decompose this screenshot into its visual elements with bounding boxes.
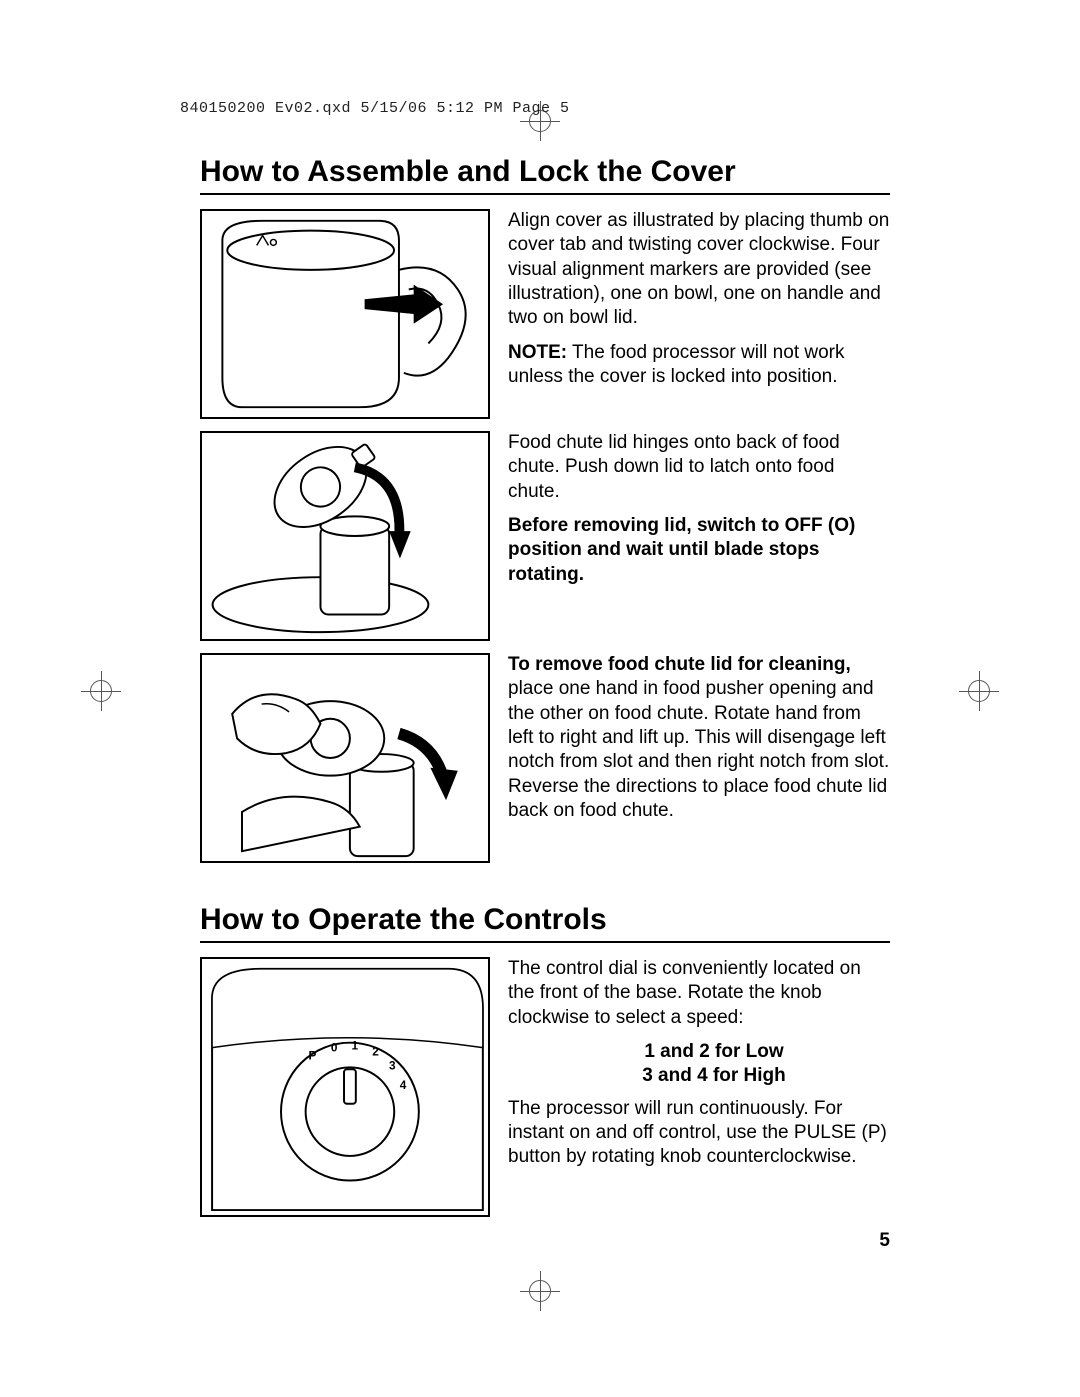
clean-text: place one hand in food pusher opening an… bbox=[508, 678, 889, 821]
speed-settings: 1 and 2 for Low 3 and 4 for High bbox=[538, 1040, 890, 1089]
print-header: 840150200 Ev02.qxd 5/15/06 5:12 PM Page … bbox=[180, 100, 570, 117]
svg-text:P: P bbox=[309, 1048, 317, 1062]
svg-text:1: 1 bbox=[352, 1039, 359, 1053]
section1-cleaning: To remove food chute lid for cleaning, p… bbox=[508, 653, 890, 823]
svg-text:0: 0 bbox=[331, 1041, 338, 1055]
svg-text:3: 3 bbox=[389, 1058, 396, 1072]
section2: How to Operate the Controls P 0 1 2 3 bbox=[200, 903, 890, 1217]
page-content: How to Assemble and Lock the Cover Align… bbox=[200, 155, 890, 1229]
section1-para1: Align cover as illustrated by placing th… bbox=[508, 209, 890, 331]
row-chute-lid: Food chute lid hinges onto back of food … bbox=[200, 431, 890, 641]
text-cover-lock: Align cover as illustrated by placing th… bbox=[508, 209, 890, 419]
clean-label: To remove food chute lid for cleaning, bbox=[508, 654, 851, 675]
text-cleaning: To remove food chute lid for cleaning, p… bbox=[508, 653, 890, 863]
text-chute-lid: Food chute lid hinges onto back of food … bbox=[508, 431, 890, 641]
reg-mark-bottom bbox=[529, 1280, 551, 1302]
figure-controls: P 0 1 2 3 4 bbox=[200, 957, 490, 1217]
section2-title: How to Operate the Controls bbox=[200, 903, 890, 943]
section1-warning: Before removing lid, switch to OFF (O) p… bbox=[508, 514, 890, 587]
reg-mark-right bbox=[968, 680, 990, 702]
page-number: 5 bbox=[879, 1230, 890, 1252]
figure-chute-lid bbox=[200, 431, 490, 641]
row-cleaning: To remove food chute lid for cleaning, p… bbox=[200, 653, 890, 863]
section1-note: NOTE: The food processor will not work u… bbox=[508, 341, 890, 390]
speed-high: 3 and 4 for High bbox=[538, 1064, 890, 1088]
note-label: NOTE: bbox=[508, 342, 567, 363]
text-controls: The control dial is conveniently located… bbox=[508, 957, 890, 1217]
section1-para2: Food chute lid hinges onto back of food … bbox=[508, 431, 890, 504]
section2-para2: The processor will run continuously. For… bbox=[508, 1097, 890, 1170]
svg-text:2: 2 bbox=[372, 1044, 379, 1058]
section2-para1: The control dial is conveniently located… bbox=[508, 957, 890, 1030]
figure-cleaning bbox=[200, 653, 490, 863]
row-cover-lock: Align cover as illustrated by placing th… bbox=[200, 209, 890, 419]
section1-title: How to Assemble and Lock the Cover bbox=[200, 155, 890, 195]
row-controls: P 0 1 2 3 4 The control dial is convenie… bbox=[200, 957, 890, 1217]
reg-mark-left bbox=[90, 680, 112, 702]
svg-text:4: 4 bbox=[400, 1078, 407, 1092]
figure-cover-lock bbox=[200, 209, 490, 419]
speed-low: 1 and 2 for Low bbox=[538, 1040, 890, 1064]
